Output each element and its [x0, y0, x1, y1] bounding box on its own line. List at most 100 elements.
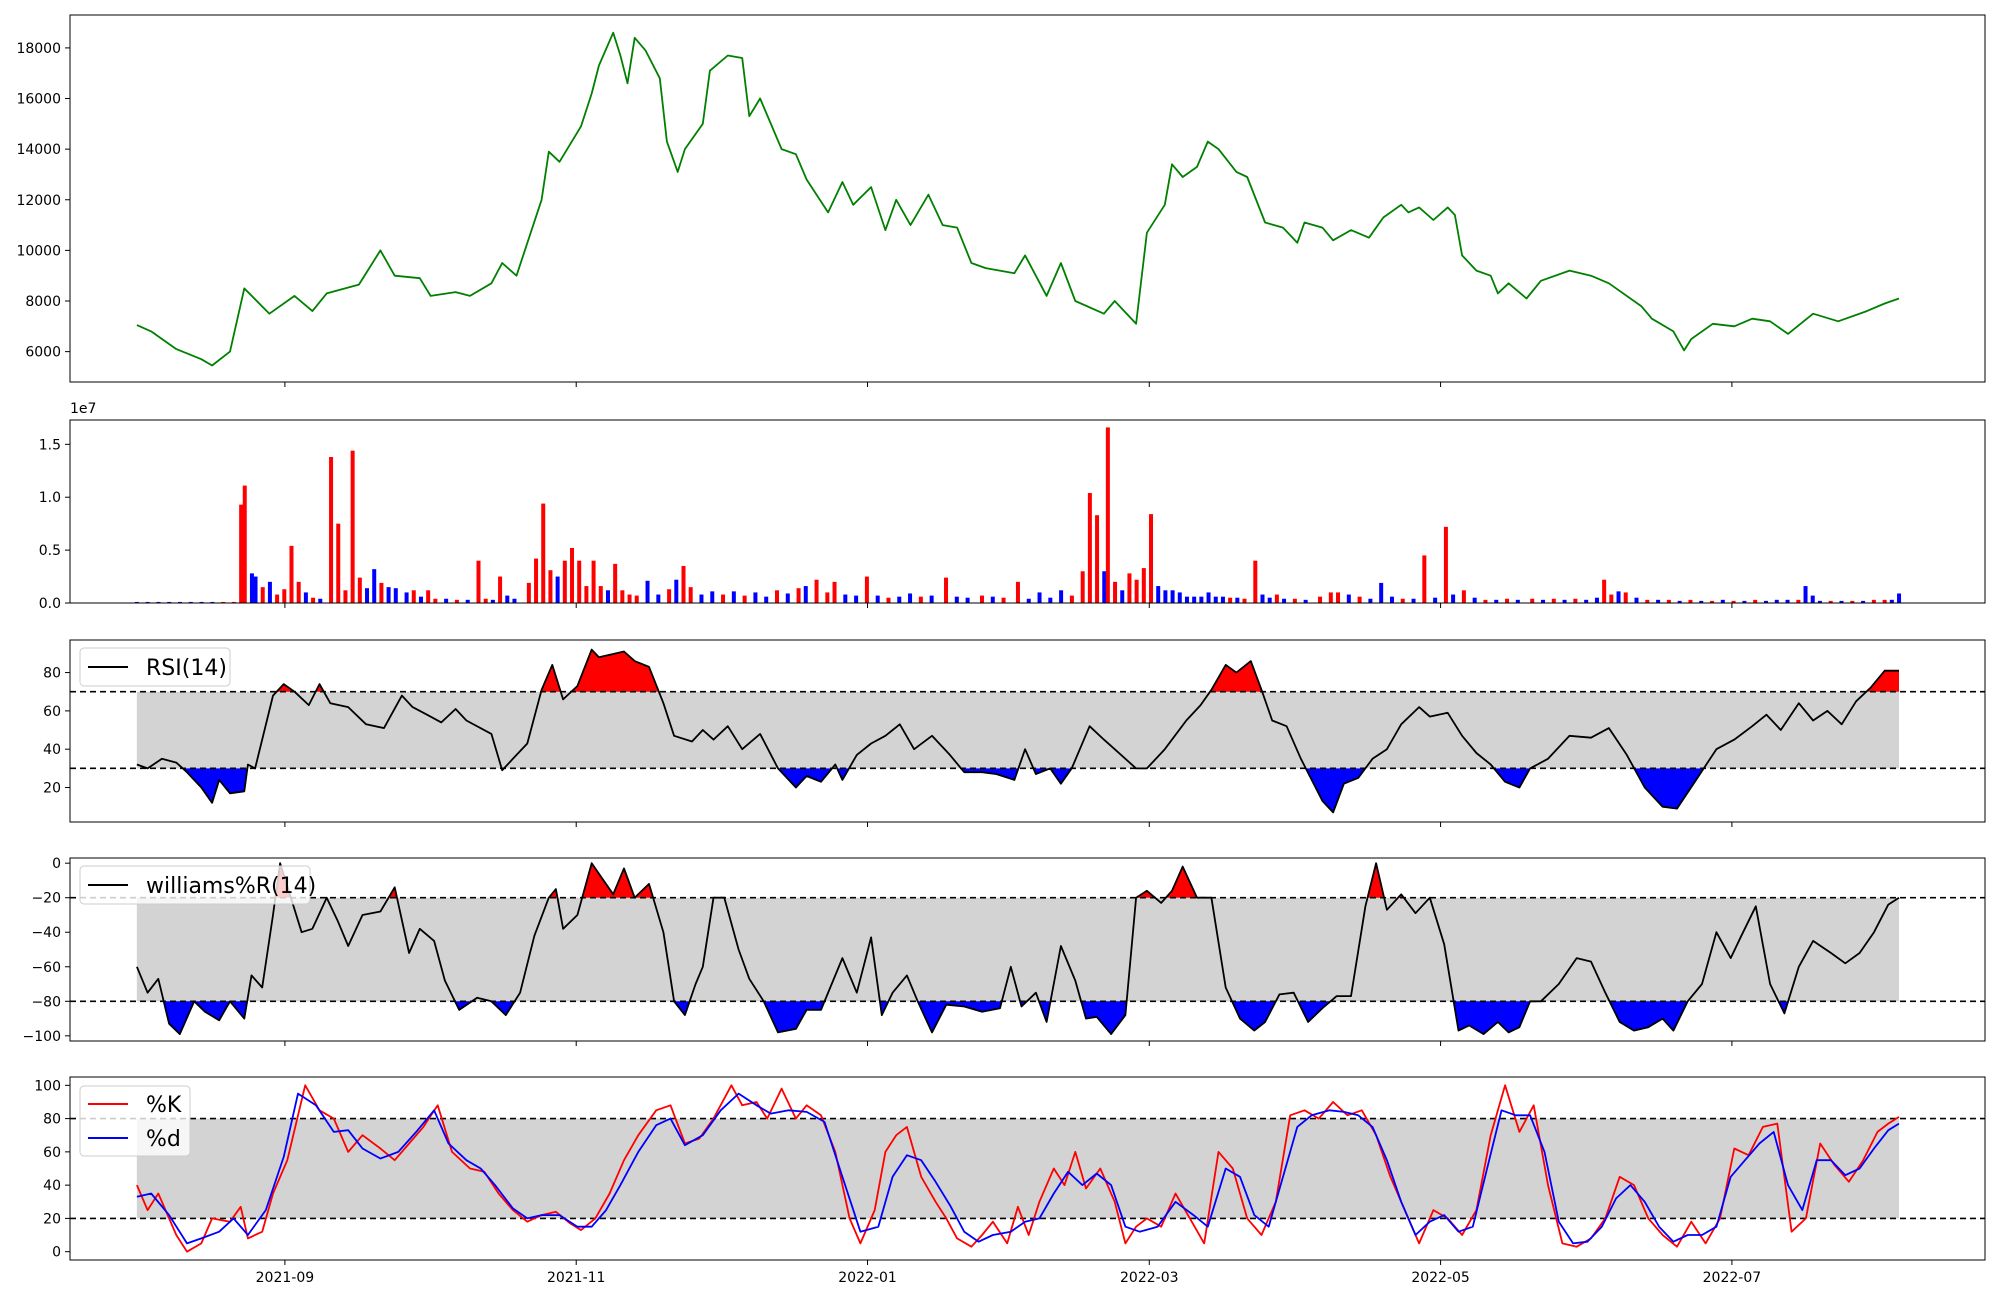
volume-bar — [1541, 599, 1546, 603]
volume-bar — [1562, 599, 1567, 603]
volume-bar — [1282, 598, 1287, 603]
volume-bar — [1433, 597, 1438, 603]
volume-bar — [1292, 598, 1297, 603]
volume-bar — [954, 596, 959, 603]
volume-bar — [534, 558, 539, 603]
price-line — [136, 31, 1900, 367]
volume-bar — [541, 503, 546, 603]
oversold-fill — [163, 1001, 1789, 1035]
d-series-line — [136, 1092, 1900, 1245]
volume-bar — [688, 587, 693, 603]
volume-bar — [490, 599, 495, 603]
x-tick-label: 2022-05 — [1411, 1270, 1470, 1286]
williams-r-line — [136, 862, 1900, 1035]
volume-bar — [311, 597, 316, 603]
volume-bar — [1149, 514, 1154, 603]
threshold-band — [136, 1118, 1900, 1219]
volume-bar — [1134, 579, 1139, 603]
y-tick-label: 1.5 — [39, 437, 61, 453]
y-tick-label: 60 — [43, 1145, 61, 1161]
volume-bar — [336, 523, 341, 603]
volume-bar — [411, 590, 416, 603]
y-tick-label: −20 — [31, 891, 61, 907]
volume-bar — [188, 601, 193, 603]
volume-multiplier-label: 1e7 — [70, 401, 96, 417]
y-tick-label: 18000 — [16, 41, 61, 57]
volume-bar — [656, 594, 661, 603]
volume-bar — [1609, 594, 1614, 603]
volume-bar — [570, 547, 575, 603]
volume-bar — [1710, 600, 1715, 603]
williams-panel: −100 −80 −60 −40 −20 0 williams%R(14) — [23, 856, 1986, 1046]
y-tick-label: −60 — [31, 960, 61, 976]
volume-bar — [1015, 581, 1020, 603]
volume-bar — [1235, 597, 1240, 603]
volume-bar — [843, 594, 848, 603]
y-tick-label: −100 — [23, 1029, 61, 1045]
d-legend-label: %d — [146, 1127, 181, 1152]
volume-bar — [296, 581, 301, 603]
volume-bar — [167, 601, 172, 603]
volume-bar — [1850, 600, 1855, 603]
threshold-band — [136, 691, 1900, 769]
volume-bar — [372, 569, 377, 603]
volume-bar — [1206, 592, 1211, 603]
y-tick-label: 80 — [43, 666, 61, 682]
williams-panel-frame — [69, 857, 1986, 1042]
volume-bar — [627, 594, 632, 603]
volume-bar — [1763, 600, 1768, 603]
volume-bar — [918, 596, 923, 603]
y-tick-label: 80 — [43, 1112, 61, 1128]
volume-bar — [253, 576, 258, 603]
volume-bar — [1192, 596, 1197, 603]
y-tick-label: 20 — [43, 781, 61, 797]
volume-bar — [548, 570, 553, 603]
volume-bar — [1443, 526, 1448, 603]
volume-bar — [1105, 427, 1110, 603]
volume-bar — [1623, 592, 1628, 603]
volume-bar — [1616, 591, 1621, 603]
volume-bar — [1645, 599, 1650, 603]
price-panel: 6000 8000 10000 12000 14000 16000 18000 — [16, 14, 1986, 387]
volume-bar — [1584, 599, 1589, 603]
y-tick-label: 16000 — [16, 92, 61, 108]
volume-bar — [1871, 599, 1876, 603]
volume-bar — [990, 596, 995, 603]
volume-bar — [404, 592, 409, 603]
volume-bar — [303, 592, 308, 603]
volume-bar — [667, 589, 672, 603]
k-series-line — [136, 1084, 1900, 1253]
volume-bar — [1861, 600, 1866, 603]
volume-bar — [681, 565, 686, 603]
volume-bar — [562, 560, 567, 603]
y-tick-label: 12000 — [16, 193, 61, 209]
volume-bar — [498, 576, 503, 603]
volume-bar — [1328, 592, 1333, 603]
volume-bar — [785, 593, 790, 603]
y-tick-label: 10000 — [16, 243, 61, 259]
volume-bar — [1483, 599, 1488, 603]
volume-bar — [1461, 590, 1466, 603]
volume-bar — [239, 504, 244, 603]
volume-bar — [386, 587, 391, 603]
volume-bar — [674, 579, 679, 603]
y-tick-label: 1.0 — [39, 490, 61, 506]
volume-bar — [1666, 599, 1671, 603]
volume-bar — [1102, 571, 1107, 603]
volume-bar — [465, 599, 470, 603]
volume-bar — [343, 590, 348, 603]
volume-bar — [1001, 597, 1006, 603]
volume-bar — [1113, 581, 1118, 603]
y-tick-label: 40 — [43, 1178, 61, 1194]
volume-bar — [886, 597, 891, 603]
volume-bar — [814, 579, 819, 603]
volume-bar — [1274, 594, 1279, 603]
volume-bar — [1177, 592, 1182, 603]
volume-bar — [929, 595, 934, 603]
volume-bar — [875, 595, 880, 603]
volume-bar — [1087, 492, 1092, 603]
volume-bar — [178, 601, 183, 603]
overbought-fill — [276, 649, 1899, 692]
volume-bar — [1220, 596, 1225, 603]
